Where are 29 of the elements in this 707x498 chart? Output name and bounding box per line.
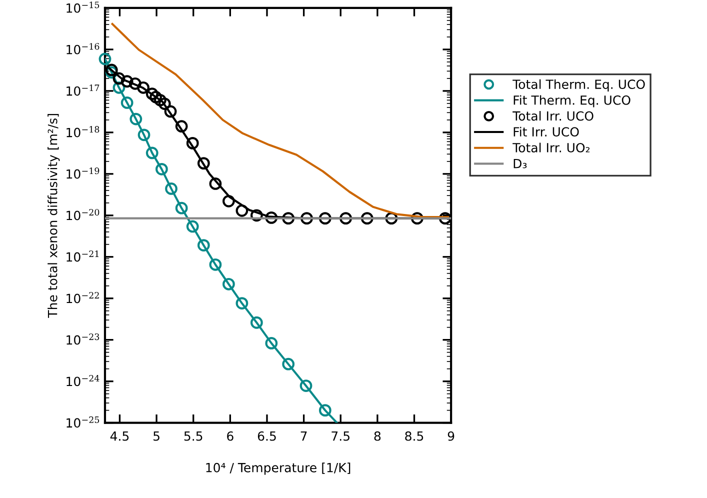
y-tick-label: 10$^{−19}$ [66,168,100,179]
legend-label: Total Irr. UCO [512,111,594,121]
legend-label: Total Irr. UO₂ [512,142,590,152]
x-tick-label: 8 [374,431,381,441]
x-axis-title: 10⁴ / Temperature [1/K] [206,462,350,475]
y-tick-label: 10$^{−17}$ [66,84,100,96]
x-tick-label: 6.5 [258,431,276,441]
y-tick-label: 10$^{−18}$ [66,126,100,138]
x-tick-label: 9 [448,431,454,441]
y-tick-label: 10$^{−25}$ [66,416,100,428]
y-tick-label: 10$^{−24}$ [66,374,100,386]
x-tick-label: 5.5 [184,432,202,441]
x-tick-label: 6 [227,431,234,441]
x-tick-label: 7 [300,432,307,441]
y-axis-title: The total xenon diffusivity [m²/s] [48,114,60,318]
legend-label: D₃ [514,158,527,168]
y-tick-label: 10$^{−15}$ [66,2,100,13]
legend-label: Fit Irr. UCO [514,126,579,137]
y-tick-label: 10$^{−16}$ [66,43,100,54]
y-tick-label: 10$^{−22}$ [66,292,99,304]
legend-label: Fit Therm. Eq. UCO [514,95,630,108]
legend-label: Total Therm. Eq. UCO [512,79,645,92]
x-tick-label: 7.5 [332,432,350,441]
x-tick-label: 4.5 [110,432,129,441]
y-tick-label: 10$^{−21}$ [66,250,98,262]
x-tick-label: 8.5 [405,431,424,441]
y-tick-label: 10$^{−20}$ [66,209,100,220]
y-tick-label: 10$^{−23}$ [66,333,100,345]
x-tick-label: 5 [154,432,160,441]
